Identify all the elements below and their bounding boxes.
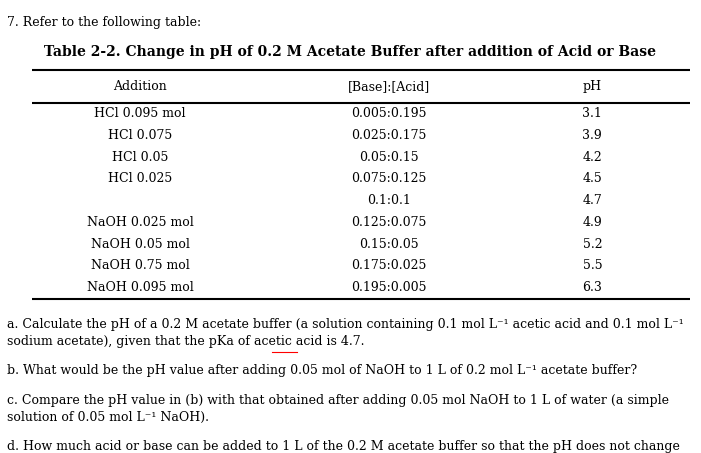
Text: NaOH 0.75 mol: NaOH 0.75 mol: [91, 260, 189, 272]
Text: d. How much acid or base can be added to 1 L of the 0.2 M acetate buffer so that: d. How much acid or base can be added to…: [7, 440, 680, 453]
Text: 4.7: 4.7: [583, 194, 602, 207]
Text: pH: pH: [583, 80, 602, 93]
Text: 3.9: 3.9: [583, 129, 602, 142]
Text: 0.025:0.175: 0.025:0.175: [351, 129, 427, 142]
Text: 0.05:0.15: 0.05:0.15: [359, 151, 419, 164]
Text: Addition: Addition: [114, 80, 167, 93]
Text: 4.5: 4.5: [583, 173, 602, 185]
Text: 5.5: 5.5: [583, 260, 602, 272]
Text: NaOH 0.025 mol: NaOH 0.025 mol: [87, 216, 193, 229]
Text: sodium acetate), given that the pKa of acetic acid is 4.7.: sodium acetate), given that the pKa of a…: [7, 335, 365, 348]
Text: 6.3: 6.3: [583, 281, 602, 294]
Text: 0.005:0.195: 0.005:0.195: [351, 107, 427, 120]
Text: 4.2: 4.2: [583, 151, 602, 164]
Text: 3.1: 3.1: [583, 107, 602, 120]
Text: 0.195:0.005: 0.195:0.005: [351, 281, 427, 294]
Text: NaOH 0.095 mol: NaOH 0.095 mol: [87, 281, 193, 294]
Text: a. Calculate the pH of a 0.2 M acetate buffer (a solution containing 0.1 mol L⁻¹: a. Calculate the pH of a 0.2 M acetate b…: [7, 318, 683, 331]
Text: Table 2-2. Change in pH of 0.2 M Acetate Buffer after addition of Acid or Base: Table 2-2. Change in pH of 0.2 M Acetate…: [44, 45, 657, 59]
Text: 0.15:0.05: 0.15:0.05: [359, 238, 419, 251]
Text: 0.075:0.125: 0.075:0.125: [351, 173, 427, 185]
Text: 0.125:0.075: 0.125:0.075: [351, 216, 427, 229]
Text: 0.1:0.1: 0.1:0.1: [367, 194, 411, 207]
Text: 7. Refer to the following table:: 7. Refer to the following table:: [7, 16, 201, 29]
Text: HCl 0.025: HCl 0.025: [108, 173, 172, 185]
Text: [Base]:[Acid]: [Base]:[Acid]: [348, 80, 430, 93]
Text: 4.9: 4.9: [583, 216, 602, 229]
Text: solution of 0.05 mol L⁻¹ NaOH).: solution of 0.05 mol L⁻¹ NaOH).: [7, 411, 209, 424]
Text: HCl 0.095 mol: HCl 0.095 mol: [95, 107, 186, 120]
Text: 0.175:0.025: 0.175:0.025: [351, 260, 427, 272]
Text: b. What would be the pH value after adding 0.05 mol of NaOH to 1 L of 0.2 mol L⁻: b. What would be the pH value after addi…: [7, 364, 637, 377]
Text: c. Compare the pH value in (b) with that obtained after adding 0.05 mol NaOH to : c. Compare the pH value in (b) with that…: [7, 394, 669, 407]
Text: HCl 0.075: HCl 0.075: [108, 129, 172, 142]
Text: HCl 0.05: HCl 0.05: [112, 151, 168, 164]
Text: NaOH 0.05 mol: NaOH 0.05 mol: [90, 238, 190, 251]
Text: 5.2: 5.2: [583, 238, 602, 251]
